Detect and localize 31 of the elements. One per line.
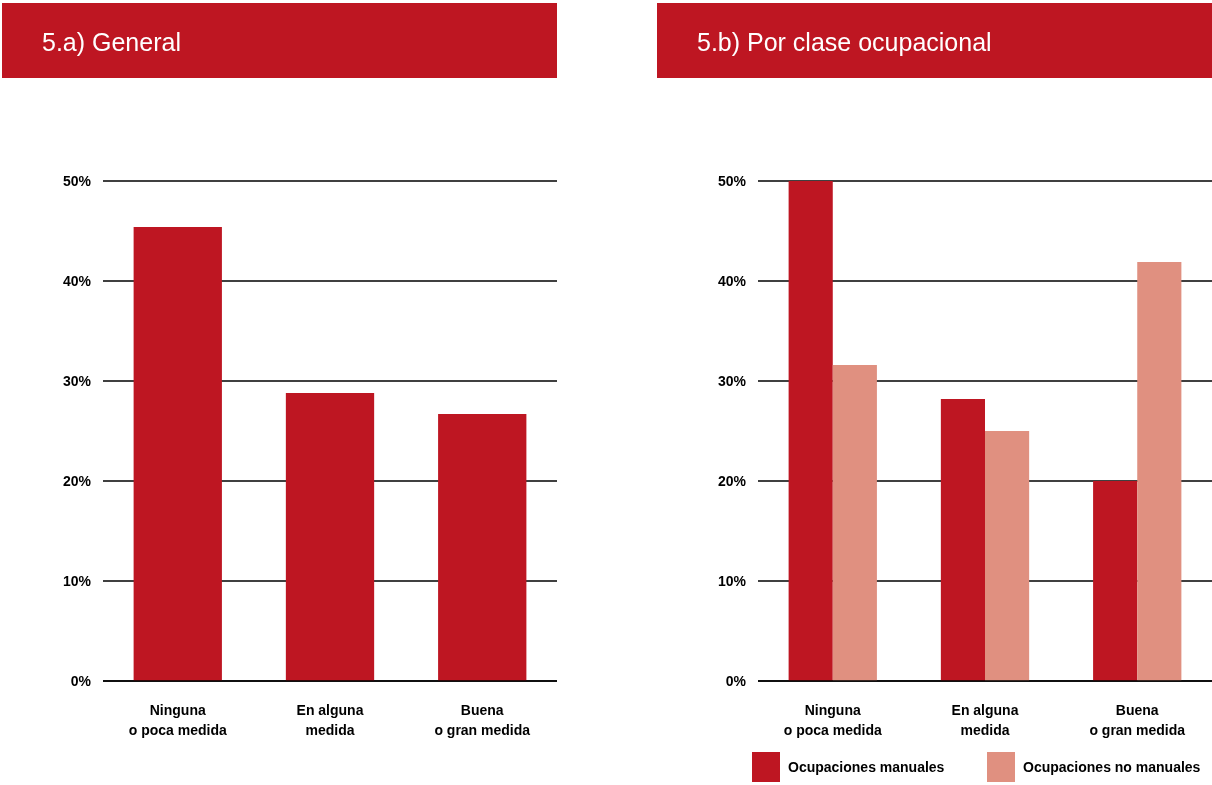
x-tick-label: Ninguna o poca medida <box>128 702 227 738</box>
x-tick-label: Buena o gran medida <box>1089 702 1186 738</box>
x-tick-label: En alguna medida <box>951 702 1019 738</box>
bar <box>133 227 222 681</box>
bar <box>285 393 375 681</box>
chart-title: 5.b) Por clase ocupacional <box>697 28 992 56</box>
x-tick-label: Ninguna o poca medida <box>783 702 882 738</box>
y-tick-label: 20% <box>62 472 92 489</box>
y-tick-label: 0% <box>725 672 747 689</box>
y-tick-label: 20% <box>717 472 747 489</box>
y-tick-label: 30% <box>62 372 92 389</box>
legend-label: Ocupaciones no manuales <box>1023 758 1201 775</box>
y-tick-label: 50% <box>717 172 747 189</box>
y-tick-label: 10% <box>62 572 92 589</box>
bar <box>940 399 985 681</box>
y-tick-label: 40% <box>717 272 747 289</box>
bar <box>438 414 527 681</box>
y-tick-label: 30% <box>717 372 747 389</box>
y-tick-label: 10% <box>717 572 747 589</box>
bar <box>788 181 833 681</box>
chart-title: 5.a) General <box>42 28 181 56</box>
bar <box>985 431 1030 681</box>
x-tick-label: Buena o gran medida <box>434 702 531 738</box>
legend-label: Ocupaciones manuales <box>788 758 945 775</box>
x-tick-label: En alguna medida <box>296 702 364 738</box>
y-tick-label: 50% <box>62 172 92 189</box>
bar <box>1137 262 1182 681</box>
y-tick-label: 0% <box>70 672 92 689</box>
bar <box>832 365 877 681</box>
bar <box>1093 481 1138 681</box>
y-tick-label: 40% <box>62 272 92 289</box>
